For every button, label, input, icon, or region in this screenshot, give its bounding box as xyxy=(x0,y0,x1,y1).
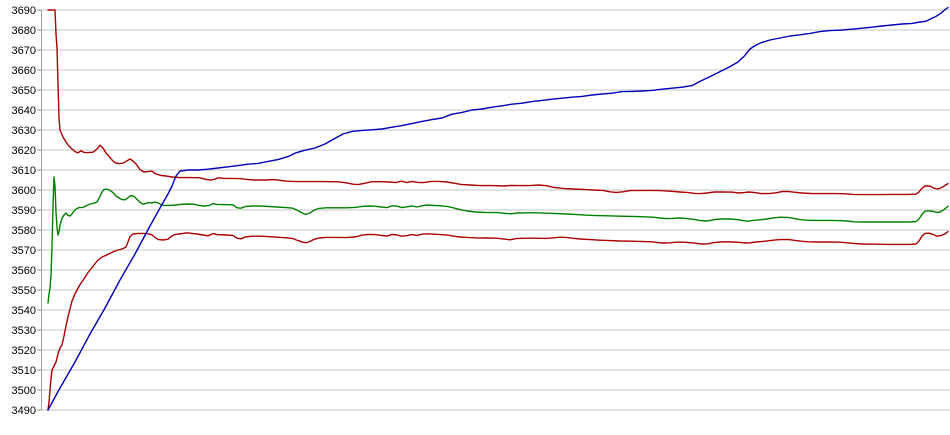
y-axis-label: 3550 xyxy=(12,285,36,297)
y-axis-label: 3600 xyxy=(12,185,36,197)
series-red-upper-band xyxy=(47,9,949,196)
y-axis-label: 3510 xyxy=(12,365,36,377)
y-axis-label: 3660 xyxy=(12,65,36,77)
y-axis-label: 3630 xyxy=(12,125,36,137)
y-axis-ticks xyxy=(37,9,41,411)
series-blue-main-line xyxy=(47,6,949,411)
y-axis-label: 3610 xyxy=(12,165,36,177)
series-green-middle-line xyxy=(47,176,949,304)
grid-lines xyxy=(41,9,950,411)
y-axis-label: 3690 xyxy=(12,5,36,17)
y-axis-label: 3520 xyxy=(12,345,36,357)
y-axis-labels: 3690 3680 3670 3660 3650 3640 3630 3620 3610 3600… xyxy=(12,5,36,417)
y-axis-label: 3680 xyxy=(12,25,36,37)
y-axis-label: 3540 xyxy=(12,305,36,317)
y-axis-label: 3580 xyxy=(12,225,36,237)
y-axis-label: 3530 xyxy=(12,325,36,337)
y-axis-label: 3570 xyxy=(12,245,36,257)
y-axis-label: 3650 xyxy=(12,85,36,97)
y-axis-label: 3620 xyxy=(12,145,36,157)
y-axis-label: 3670 xyxy=(12,45,36,57)
y-axis-label: 3640 xyxy=(12,105,36,117)
series-group xyxy=(47,6,949,411)
y-axis-label: 3560 xyxy=(12,265,36,277)
y-axis-label: 3590 xyxy=(12,205,36,217)
series-red-lower-band xyxy=(47,230,949,411)
y-axis-label: 3500 xyxy=(12,385,36,397)
y-axis-label: 3490 xyxy=(12,405,36,417)
